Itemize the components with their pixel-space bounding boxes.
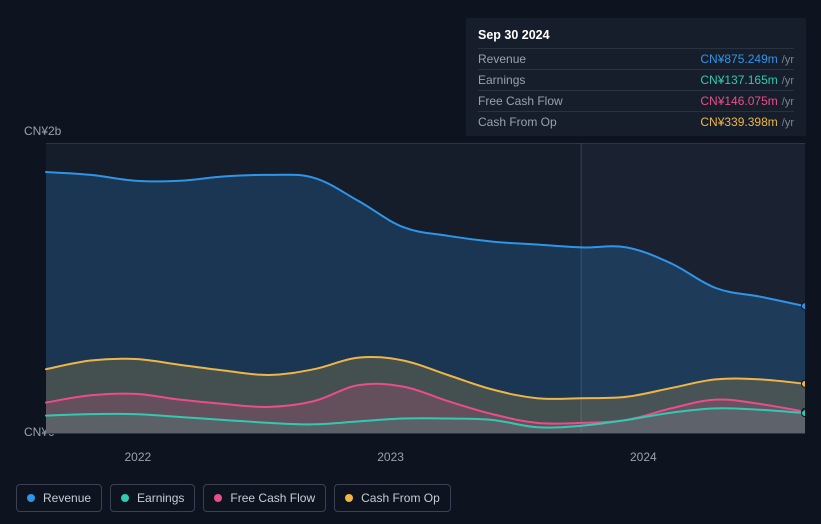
- legend-item[interactable]: Revenue: [16, 484, 102, 512]
- legend-dot-icon: [345, 494, 353, 502]
- legend-label: Free Cash Flow: [230, 491, 315, 505]
- tooltip-row-label: Revenue: [478, 52, 526, 66]
- tooltip-row-unit: /yr: [782, 96, 794, 108]
- x-axis-tick: 2022: [124, 450, 151, 464]
- tooltip-row-value: CN¥137.165m: [700, 73, 777, 87]
- tooltip-row-value: CN¥146.075m: [700, 94, 777, 108]
- tooltip-row-value: CN¥339.398m: [700, 115, 777, 129]
- tooltip-row: Free Cash Flow CN¥146.075m/yr: [478, 90, 794, 111]
- tooltip-row-unit: /yr: [782, 117, 794, 129]
- chart-tooltip: Sep 30 2024 RevenueCN¥875.249m/yrEarning…: [466, 18, 806, 136]
- tooltip-row: Revenue CN¥875.249m/yr: [478, 48, 794, 69]
- legend-item[interactable]: Earnings: [110, 484, 195, 512]
- x-axis: 2022 2023 2024: [16, 450, 805, 468]
- legend-label: Earnings: [137, 491, 184, 505]
- chart-legend: Revenue Earnings Free Cash Flow Cash From O…: [16, 484, 451, 512]
- legend-item[interactable]: Free Cash Flow: [203, 484, 326, 512]
- chart-svg: [16, 143, 805, 445]
- y-axis-max-label: CN¥2b: [24, 124, 61, 138]
- x-axis-tick: 2023: [377, 450, 404, 464]
- tooltip-row-value: CN¥875.249m: [700, 52, 777, 66]
- legend-label: Revenue: [43, 491, 91, 505]
- tooltip-row: Earnings CN¥137.165m/yr: [478, 69, 794, 90]
- tooltip-row: Cash From Op CN¥339.398m/yr: [478, 111, 794, 132]
- legend-dot-icon: [214, 494, 222, 502]
- tooltip-row-label: Earnings: [478, 73, 525, 87]
- financials-area-chart[interactable]: [16, 143, 805, 445]
- tooltip-row-label: Free Cash Flow: [478, 94, 563, 108]
- tooltip-row-unit: /yr: [782, 75, 794, 87]
- legend-dot-icon: [121, 494, 129, 502]
- tooltip-row-unit: /yr: [782, 54, 794, 66]
- tooltip-row-label: Cash From Op: [478, 115, 557, 129]
- legend-dot-icon: [27, 494, 35, 502]
- tooltip-date: Sep 30 2024: [478, 26, 794, 48]
- legend-item[interactable]: Cash From Op: [334, 484, 451, 512]
- legend-label: Cash From Op: [361, 491, 440, 505]
- x-axis-tick: 2024: [630, 450, 657, 464]
